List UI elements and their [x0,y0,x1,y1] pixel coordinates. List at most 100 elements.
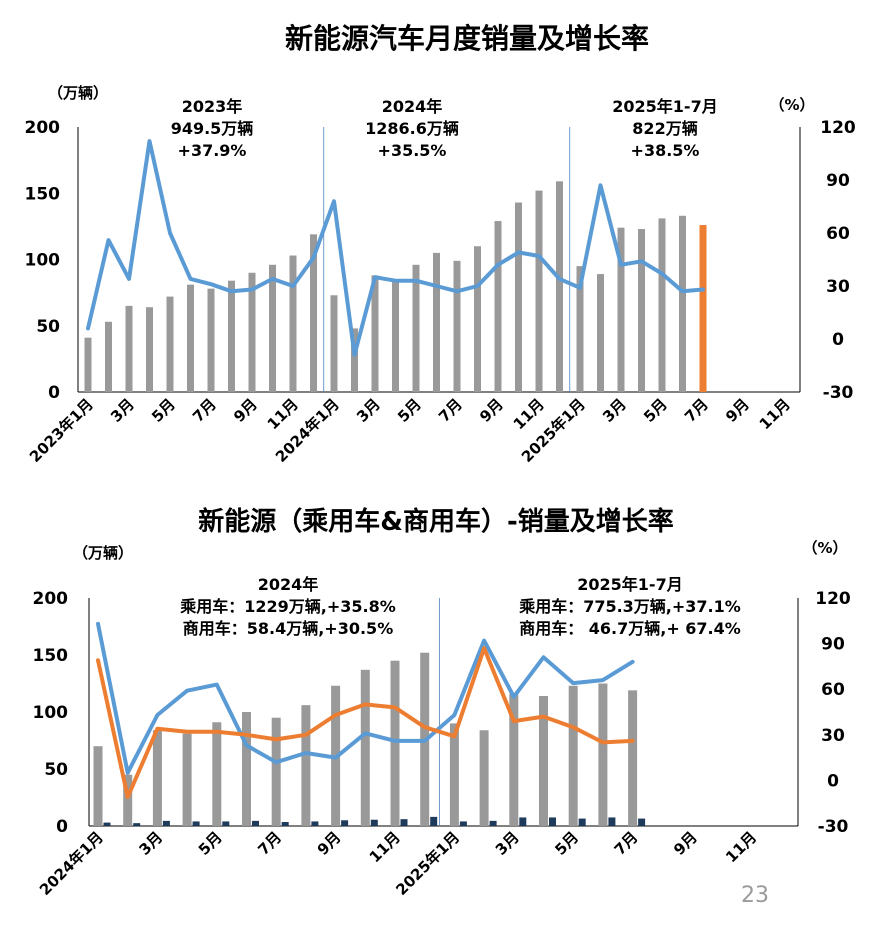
bar [430,816,438,826]
x-tick-label: 9月 [722,395,753,426]
bar [330,295,338,392]
bar [453,260,461,392]
x-tick-label: 11月 [510,395,548,433]
bar [271,717,281,826]
bar [494,221,502,392]
x-tick-label: 3月 [353,395,384,426]
annotation-line: +37.9% [178,141,247,160]
growth-rate-line [86,139,705,357]
growth-rate-line [96,621,635,775]
x-tick-label: 7月 [681,395,712,426]
chart1-right-ticks: 120 90 60 30 0 -30 [820,118,856,403]
bar [182,733,192,826]
bar [449,723,459,826]
chart1-left-ticks: 200 150 100 50 0 [25,118,61,403]
x-tick-label: 2025年1月 [392,828,463,899]
bar [617,227,625,392]
x-tick-label: 11月 [756,395,794,433]
x-tick-label: 9月 [230,395,261,426]
bar [212,722,222,826]
left-tick-label: 50 [36,317,60,337]
annotation-line: 乘用车：775.3万辆,+37.1% [518,597,741,616]
chart2-plot [88,598,799,827]
growth-rate-line [96,646,635,800]
bar [311,821,319,826]
bar [351,328,358,392]
bar [105,321,112,392]
bar [412,264,420,392]
bar [187,284,194,392]
bar [535,190,543,392]
page-number: 23 [741,883,769,908]
bar [515,202,522,392]
right-tick-label: -30 [823,383,854,403]
bar [152,730,162,826]
x-tick-label: 7月 [189,395,220,426]
x-tick-label: 5月 [394,395,425,426]
annotation-line: 商用车：58.4万辆,+30.5% [183,619,393,638]
right-tick-label: -30 [818,817,849,837]
annotation-line: 2023年 [182,97,243,116]
x-tick-label: 3月 [599,395,630,426]
x-tick-label: 2024年1月 [36,828,107,899]
bar [310,234,317,392]
left-tick-label: 100 [25,251,61,271]
bar [371,275,379,392]
bar [658,218,666,392]
bar [699,225,707,392]
annotation-line: 822万辆 [632,119,697,138]
chart1-right-unit: （%） [769,96,814,114]
x-tick-label: 5月 [195,828,226,859]
bar [146,307,153,392]
chart1-title: 新能源汽车月度销量及增长率 [285,22,649,55]
bar [103,822,111,826]
x-tick-label: 9月 [476,395,507,426]
x-tick-label: 5月 [640,395,671,426]
bar [341,820,349,826]
bar [281,822,289,826]
right-tick-label: 60 [826,224,850,244]
bar [679,215,686,392]
bar [370,819,378,826]
bar [489,820,497,826]
annotation-line: +38.5% [631,141,700,160]
left-tick-label: 0 [48,383,60,403]
bar [289,255,297,392]
bar [598,683,608,826]
bar [252,820,259,826]
right-tick-label: 30 [826,277,850,297]
x-tick-label: 2023年1月 [26,395,97,466]
bar [479,730,489,826]
bar [509,693,519,826]
chart1-plot [77,127,801,393]
bar [519,817,527,826]
bar [207,288,215,392]
bar [433,252,440,392]
annotation-line: 2024年 [382,97,443,116]
bar [125,305,133,392]
bar [222,821,230,826]
x-tick-label: 5月 [551,828,582,859]
bar [123,774,133,826]
left-tick-label: 150 [33,646,69,666]
bar [242,712,251,826]
bar [248,272,256,392]
bar [628,690,638,826]
bar [269,264,276,392]
bar [549,817,556,826]
bar [392,279,399,392]
x-tick-label: 7月 [435,395,466,426]
bar [568,685,578,826]
left-tick-label: 150 [25,184,61,204]
annotation-line: 2025年1-7月 [577,575,682,594]
bar [400,819,408,826]
bar [93,746,103,826]
right-tick-label: 0 [827,771,839,791]
x-tick-label: 11月 [722,828,760,866]
x-tick-label: 3月 [107,395,138,426]
right-tick-label: 120 [820,118,856,138]
x-tick-label: 5月 [148,395,179,426]
annotation-line: 2025年1-7月 [612,97,717,116]
chart2-title: 新能源（乘用车&商用车）-销量及增长率 [198,506,673,537]
